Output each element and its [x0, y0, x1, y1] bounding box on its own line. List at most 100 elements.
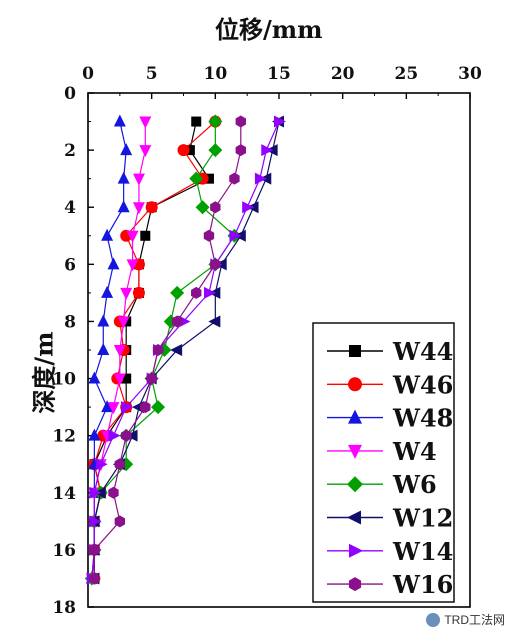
data-point-w14: [274, 115, 286, 128]
data-point-w16: [210, 201, 221, 214]
legend-label-w16: W16: [392, 570, 453, 599]
legend-label-w46: W46: [392, 370, 453, 399]
data-point-w46: [132, 286, 145, 299]
data-point-w44: [184, 145, 195, 156]
legend-marker-w46: [348, 377, 362, 392]
data-point-w4: [126, 259, 139, 272]
data-point-w4: [139, 116, 152, 129]
legend-label-w12: W12: [392, 504, 453, 533]
x-tick-label: 15: [267, 64, 291, 84]
data-point-w6: [151, 400, 166, 415]
watermark: TRD工法网: [426, 611, 505, 628]
data-point-w14: [108, 429, 121, 442]
data-point-w14: [229, 229, 242, 242]
data-point-w16: [235, 115, 246, 128]
data-point-w48: [113, 114, 126, 127]
y-tick-label: 8: [64, 312, 76, 332]
x-tick-label: 30: [458, 64, 482, 84]
data-point-w48: [101, 400, 114, 413]
data-point-w16: [152, 344, 164, 356]
y-tick-label: 2: [64, 141, 76, 161]
data-point-w4: [120, 287, 133, 300]
data-point-w6: [189, 171, 204, 186]
data-point-w14: [121, 401, 134, 414]
data-point-w16: [89, 572, 100, 585]
data-point-w48: [107, 257, 120, 270]
data-point-w16: [235, 144, 246, 157]
data-point-w4: [126, 230, 139, 243]
y-tick-label: 16: [52, 541, 76, 561]
data-point-w16: [114, 458, 126, 471]
data-point-w16: [140, 401, 151, 414]
legend-label-w4: W4: [392, 437, 437, 466]
data-point-w4: [113, 345, 126, 357]
data-point-w48: [117, 171, 130, 184]
data-point-w4: [132, 173, 145, 186]
data-point-w4: [139, 145, 152, 158]
legend: W44 W46 W48 W4 W6 W12 W14 W16: [312, 322, 455, 603]
data-point-w48: [97, 343, 110, 355]
data-point-w16: [191, 286, 202, 299]
legend-marker-w16: [348, 577, 362, 592]
y-tick-label: 10: [52, 370, 76, 390]
y-tick-label: 4: [64, 198, 76, 218]
x-tick-label: 25: [394, 64, 418, 84]
legend-marker-w12: [347, 510, 361, 525]
legend-label-w14: W14: [392, 537, 453, 566]
data-point-w6: [195, 200, 210, 215]
y-tick-label: 0: [64, 84, 76, 104]
data-point-w44: [140, 230, 151, 241]
x-tick-label: 0: [82, 64, 94, 84]
x-tick-label: 5: [146, 64, 158, 84]
y-tick-label: 18: [52, 598, 76, 618]
data-point-w16: [210, 258, 221, 271]
data-point-w16: [89, 543, 100, 556]
data-point-w14: [89, 486, 102, 499]
data-point-w48: [120, 143, 133, 156]
y-tick-label: 14: [52, 484, 76, 504]
data-point-w48: [101, 285, 114, 298]
legend-marker-w6: [347, 476, 363, 493]
data-point-w48: [97, 314, 110, 327]
data-point-w4: [117, 316, 130, 329]
y-axis-title: 深度/m: [29, 331, 59, 414]
data-point-w46: [177, 144, 190, 157]
x-tick-label: 20: [331, 64, 355, 84]
data-point-w48: [117, 200, 130, 213]
x-axis-title: 位移/mm: [215, 15, 323, 44]
legend-marker-w44: [349, 345, 361, 357]
data-point-w14: [89, 515, 102, 528]
data-point-w4: [132, 202, 145, 215]
data-point-w14: [261, 144, 274, 157]
legend-marker-w4: [348, 444, 362, 459]
data-point-w14: [203, 286, 216, 299]
series-w16: [89, 115, 246, 585]
data-point-w14: [242, 201, 255, 214]
data-point-w48: [88, 371, 101, 384]
data-point-w46: [145, 201, 158, 214]
data-point-w48: [88, 428, 101, 441]
x-tick-label: 10: [203, 64, 227, 84]
data-point-w48: [101, 228, 114, 241]
watermark-text: TRD工法网: [444, 613, 505, 627]
y-tick-label: 6: [64, 255, 76, 275]
data-point-w4: [107, 402, 120, 415]
series-w44: [89, 116, 214, 584]
data-point-w6: [208, 114, 223, 129]
data-point-w16: [171, 315, 183, 328]
y-tick-label: 12: [52, 427, 76, 447]
data-point-w44: [203, 173, 214, 184]
legend-box: [312, 322, 455, 603]
data-point-w44: [121, 373, 132, 384]
data-point-w14: [254, 172, 267, 185]
legend-marker-w14: [349, 543, 363, 558]
data-point-w6: [208, 143, 223, 158]
data-point-w16: [114, 515, 126, 528]
data-point-w16: [108, 486, 119, 499]
data-point-w6: [170, 285, 185, 300]
legend-label-w44: W44: [392, 337, 453, 366]
legend-label-w48: W48: [392, 404, 453, 433]
data-point-w4: [113, 373, 126, 386]
data-point-w16: [203, 229, 215, 242]
